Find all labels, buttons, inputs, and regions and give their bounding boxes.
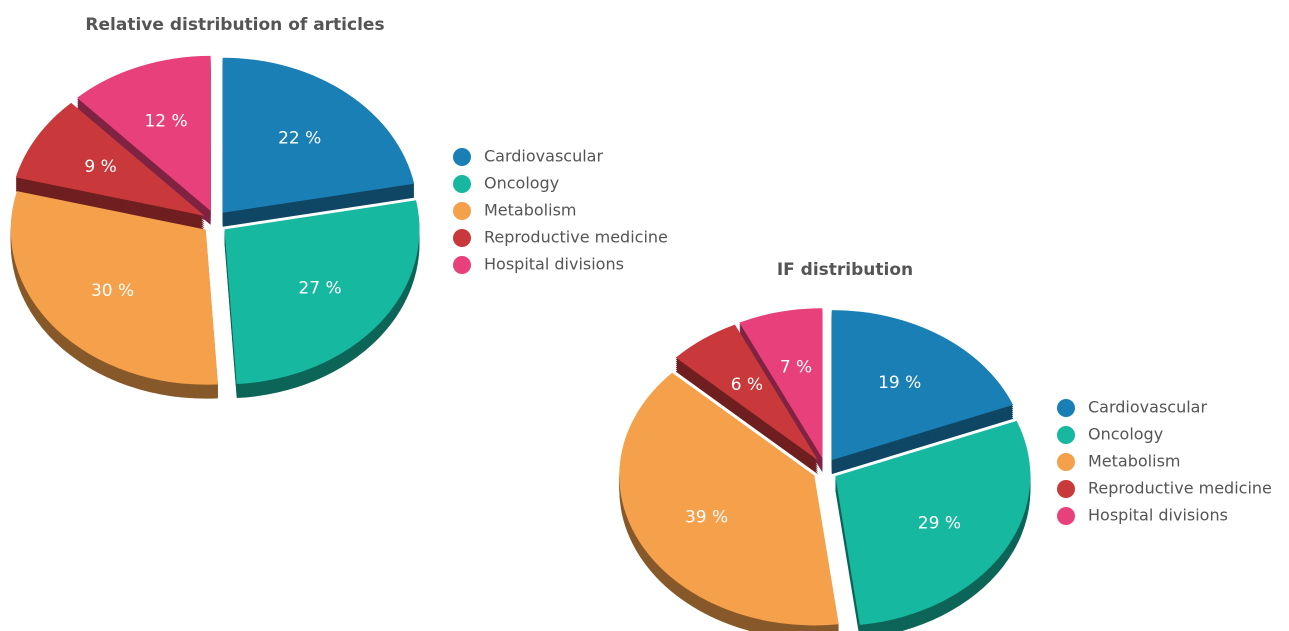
legend-swatch	[1057, 426, 1075, 444]
legend-swatch	[453, 256, 471, 274]
slice-label: 9 %	[84, 157, 116, 177]
slice	[224, 200, 420, 385]
legend-swatch	[453, 229, 471, 247]
slice	[835, 420, 1031, 625]
slice-label: 12 %	[144, 111, 187, 131]
legend-swatch	[1057, 453, 1075, 471]
slice	[222, 57, 415, 213]
slice-label: 6 %	[731, 375, 763, 395]
slice-label: 19 %	[878, 373, 921, 393]
slice	[15, 102, 205, 216]
slice	[831, 310, 1014, 461]
slice-label: 27 %	[298, 278, 341, 298]
slice	[675, 324, 818, 461]
legend-label: Metabolism	[484, 201, 576, 220]
slice-label: 22 %	[278, 129, 321, 149]
legend-swatch	[1057, 399, 1075, 417]
slice	[77, 55, 211, 211]
legend-swatch	[453, 202, 471, 220]
chart-title: IF distribution	[777, 260, 913, 280]
slice-label: 29 %	[918, 513, 961, 533]
legend-label: Cardiovascular	[1088, 398, 1207, 417]
legend-label: Oncology	[484, 174, 559, 193]
slice-label: 30 %	[91, 281, 134, 301]
legend-label: Hospital divisions	[484, 255, 624, 274]
slice	[619, 372, 839, 626]
legend-swatch	[453, 175, 471, 193]
legend-label: Reproductive medicine	[484, 228, 668, 247]
legend-label: Oncology	[1088, 425, 1163, 444]
legend-label: Hospital divisions	[1088, 506, 1228, 525]
slice	[10, 191, 218, 385]
chart-title: Relative distribution of articles	[85, 15, 384, 35]
legend-label: Metabolism	[1088, 452, 1180, 471]
slice-label: 39 %	[685, 508, 728, 528]
slice-label: 7 %	[780, 358, 812, 378]
legend-swatch	[1057, 480, 1075, 498]
legend-label: Cardiovascular	[484, 147, 603, 166]
legend-label: Reproductive medicine	[1088, 479, 1272, 498]
slice	[739, 308, 823, 459]
legend-swatch	[453, 148, 471, 166]
legend-swatch	[1057, 507, 1075, 525]
